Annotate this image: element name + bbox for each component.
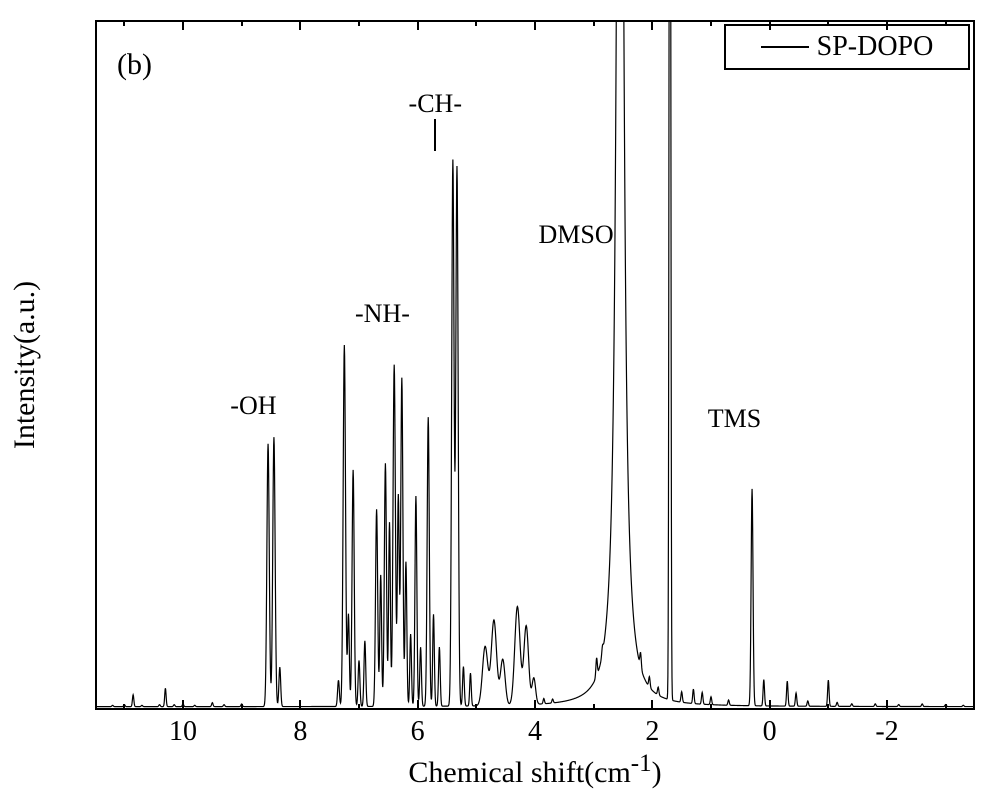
- peak-annotation: -OH: [230, 391, 276, 421]
- peak-annotation: DMSO: [538, 220, 613, 250]
- peak-annotation: -NH-: [355, 299, 410, 329]
- nmr-chart: Intensity(a.u.) Chemical shift(cm-1) (b)…: [0, 0, 1000, 798]
- peak-annotation: -CH-: [409, 89, 462, 119]
- x-tick-label: 6: [411, 716, 425, 748]
- spectrum-line: [0, 0, 1000, 798]
- peak-annotation: TMS: [708, 404, 761, 434]
- x-tick-label: 8: [293, 716, 307, 748]
- x-tick-label: 0: [763, 716, 777, 748]
- x-tick-label: -2: [875, 716, 898, 748]
- x-tick-label: 4: [528, 716, 542, 748]
- x-tick-label: 2: [645, 716, 659, 748]
- x-tick-label: 10: [169, 716, 197, 748]
